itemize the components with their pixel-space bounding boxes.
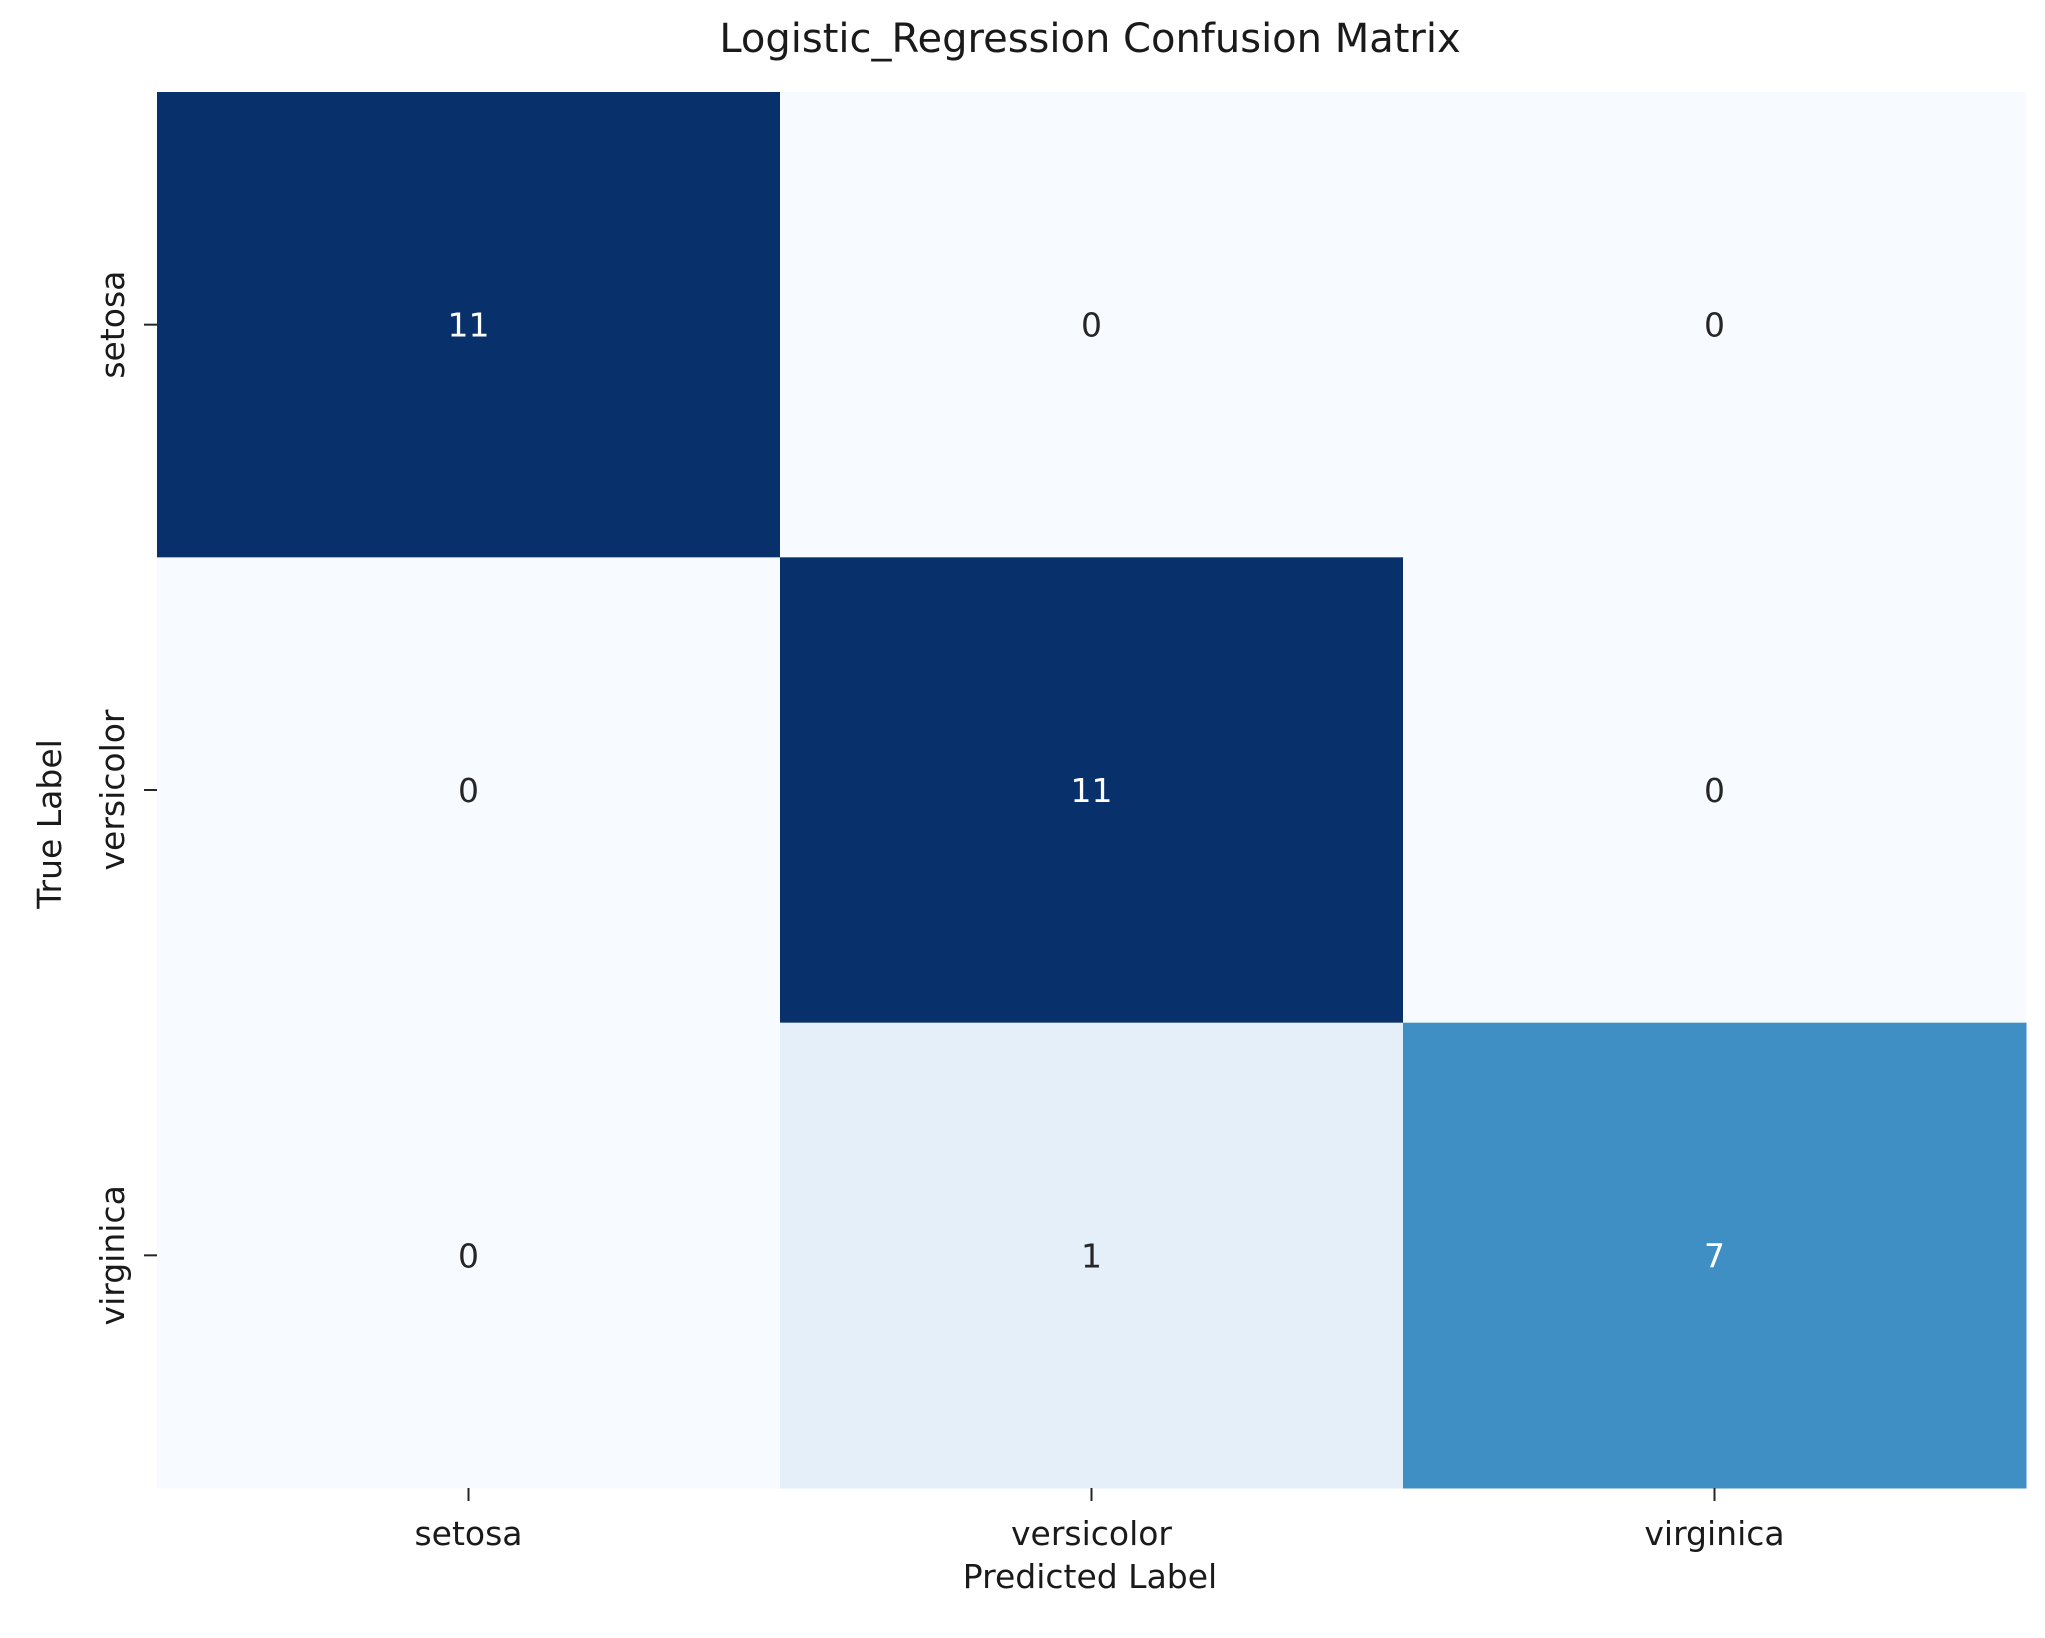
y-axis-ticks: setosa versicolor virginica	[93, 271, 157, 1325]
heatmap-cell-2-0	[157, 1022, 781, 1489]
heatmap-cell-0-2	[1403, 92, 2027, 558]
cell-annotation-1-0: 0	[458, 771, 479, 810]
y-tick-label-2: virginica	[93, 1185, 132, 1325]
x-tick-label-1: versicolor	[1011, 1514, 1172, 1553]
chart-title: Logistic_Regression Confusion Matrix	[719, 16, 1460, 62]
heatmap-cell-1-2	[1403, 557, 2027, 1024]
cell-annotation-0-1: 0	[1081, 306, 1102, 345]
cell-annotation-0-0: 11	[448, 306, 490, 345]
heatmap-cell-0-0	[157, 92, 781, 558]
x-axis-label: Predicted Label	[963, 1557, 1217, 1596]
y-axis-label: True Label	[30, 739, 69, 910]
cell-annotations: 11 0 0 0 11 0 0 1 7	[448, 306, 1726, 1276]
x-tick-label-0: setosa	[414, 1514, 522, 1553]
cell-annotation-0-2: 0	[1704, 306, 1725, 345]
cell-annotation-2-2: 7	[1704, 1236, 1725, 1275]
cell-annotation-1-2: 0	[1704, 771, 1725, 810]
y-tick-label-0: setosa	[93, 271, 132, 379]
x-axis-ticks: setosa versicolor virginica	[414, 1488, 1785, 1553]
cell-annotation-1-1: 11	[1071, 771, 1113, 810]
heatmap-cell-1-1	[780, 557, 1404, 1024]
x-tick-label-2: virginica	[1644, 1514, 1784, 1553]
heatmap-cell-2-1	[780, 1022, 1404, 1489]
y-tick-label-1: versicolor	[93, 709, 132, 870]
cell-annotation-2-1: 1	[1081, 1236, 1102, 1275]
heatmap-cells	[157, 92, 2027, 1489]
heatmap-cell-2-2	[1403, 1022, 2027, 1489]
heatmap-cell-0-1	[780, 92, 1404, 558]
cell-annotation-2-0: 0	[458, 1236, 479, 1275]
heatmap-cell-1-0	[157, 557, 781, 1024]
